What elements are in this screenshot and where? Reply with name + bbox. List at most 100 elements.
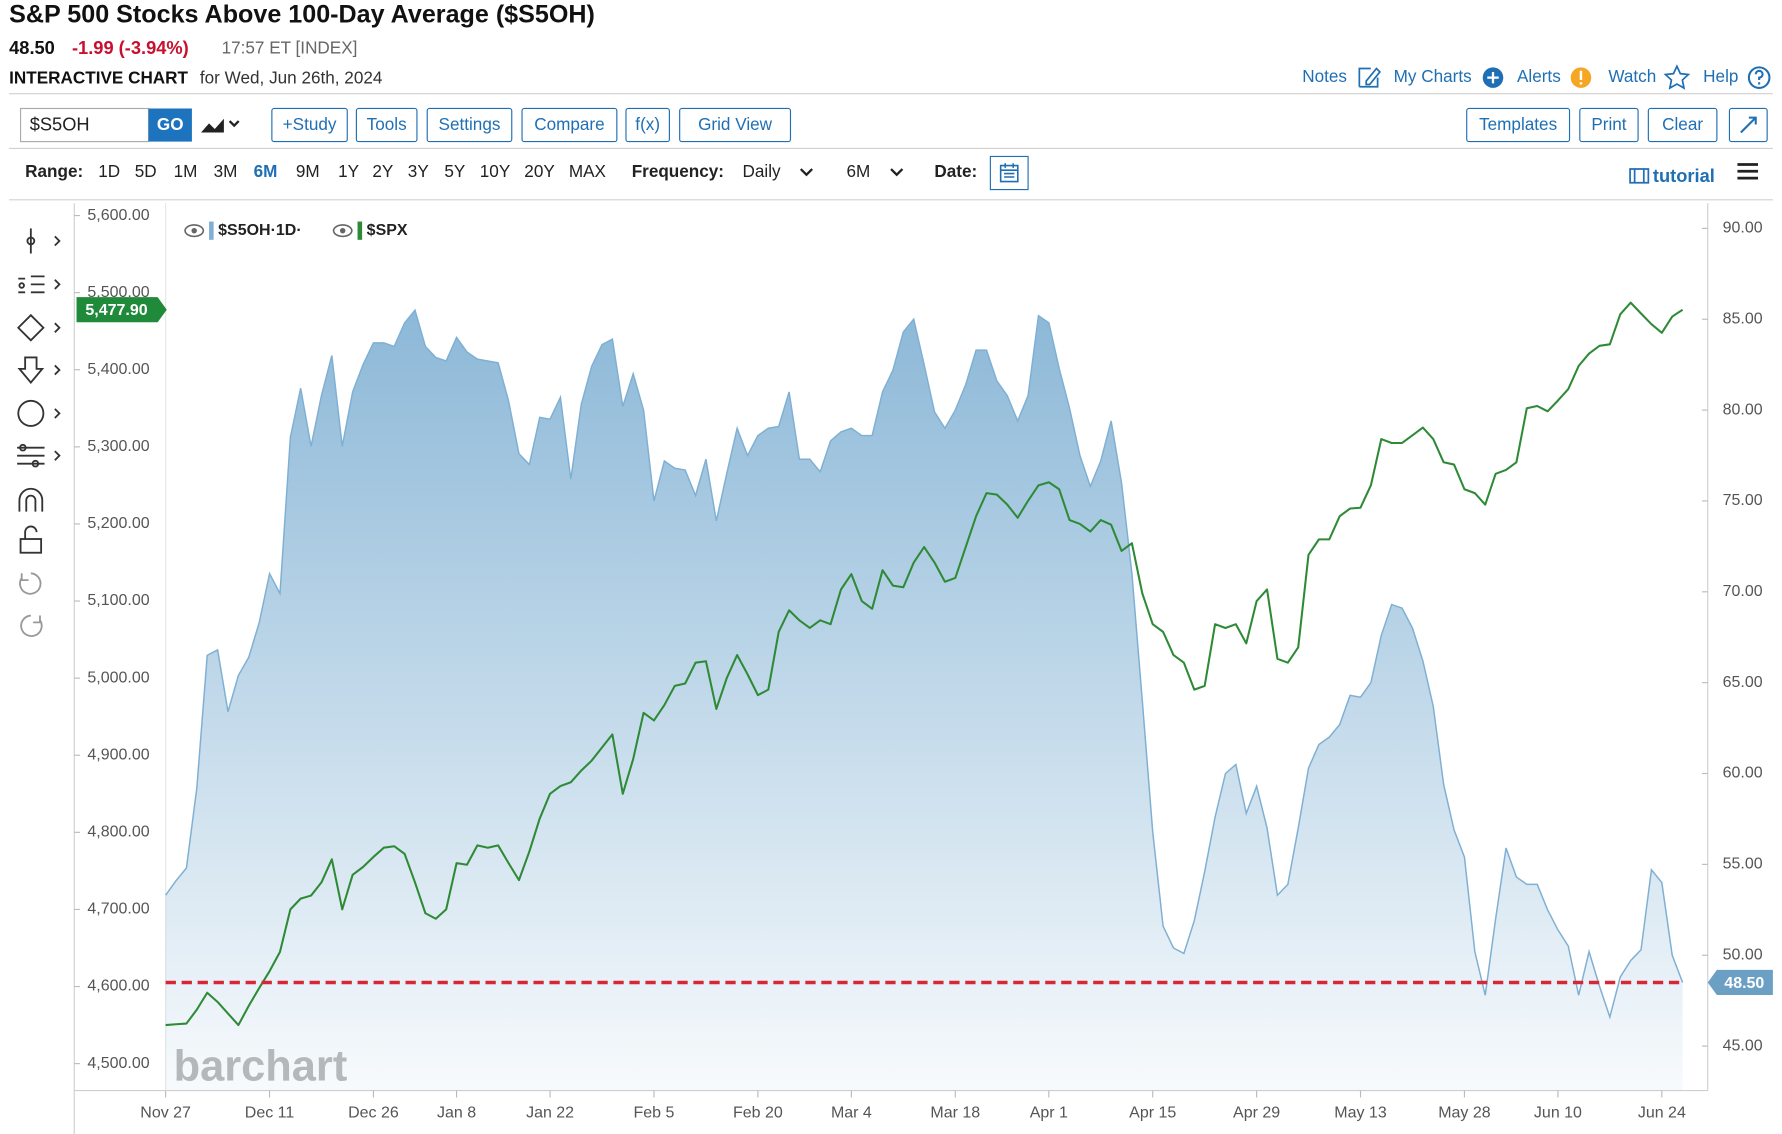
toolbar-button[interactable] xyxy=(1466,107,1571,143)
range-option[interactable]: 1D xyxy=(98,161,120,181)
x-tick-label: May 28 xyxy=(1438,1105,1491,1122)
y-tick-label: 5,600.00 xyxy=(87,207,149,224)
menu-icon[interactable] xyxy=(1737,163,1759,180)
y-tick-label: 4,900.00 xyxy=(87,746,149,763)
y-tick-label: 4,600.00 xyxy=(87,978,149,995)
toolbar-button-label: Compare xyxy=(534,114,604,134)
y2-tick-label: 60.00 xyxy=(1723,765,1763,782)
drawing-tools[interactable] xyxy=(16,228,61,637)
chart-type-chevron xyxy=(228,120,240,128)
toolbar-button[interactable] xyxy=(271,107,348,143)
range-option[interactable]: 9M xyxy=(296,161,320,181)
range-option[interactable]: 5Y xyxy=(444,161,466,181)
toolbar-button[interactable] xyxy=(426,107,513,143)
y2-tick-label: 70.00 xyxy=(1723,583,1763,600)
range-option[interactable]: 6M xyxy=(254,161,278,181)
toolbar-button-label: Templates xyxy=(1479,114,1557,134)
toolbar-button[interactable] xyxy=(1647,107,1718,143)
y-tick-label: 5,000.00 xyxy=(87,669,149,686)
range-option[interactable]: 1Y xyxy=(338,161,360,181)
x-tick-label: May 13 xyxy=(1334,1105,1387,1122)
header-link[interactable]: Alerts xyxy=(1517,66,1561,86)
section-label: INTERACTIVE CHART xyxy=(9,67,188,87)
go-button[interactable] xyxy=(148,108,192,142)
header-link[interactable]: Watch xyxy=(1608,66,1656,86)
range-option[interactable]: 3Y xyxy=(408,161,430,181)
y-tick-label: 5,500.00 xyxy=(87,284,149,301)
legend-label: $S5OH·1D· xyxy=(218,222,302,239)
period-select[interactable]: 6M xyxy=(846,161,870,181)
y-tick-label: 5,200.00 xyxy=(87,515,149,532)
last-value-badge xyxy=(76,297,167,323)
y2-tick-label: 45.00 xyxy=(1723,1037,1763,1054)
toolbar-button[interactable] xyxy=(625,107,670,143)
y2-tick-label: 65.00 xyxy=(1723,674,1763,691)
x-tick-label: Apr 1 xyxy=(1030,1105,1068,1122)
legend-eye[interactable] xyxy=(184,224,205,238)
y2-tick-label: 55.00 xyxy=(1723,856,1763,873)
x-tick-label: Apr 29 xyxy=(1233,1105,1280,1122)
legend-label: $SPX xyxy=(367,222,408,239)
toolbar-button-label: Tools xyxy=(367,114,407,134)
go-label: GO xyxy=(157,114,184,134)
range-label: Range: xyxy=(25,161,83,181)
help-icon-mark xyxy=(1754,69,1764,85)
watch-icon xyxy=(1663,64,1691,90)
header-link[interactable]: Help xyxy=(1703,66,1738,86)
x-tick-label: Feb 20 xyxy=(733,1105,783,1122)
range-option[interactable]: 20Y xyxy=(524,161,555,181)
y-tick-label: 4,800.00 xyxy=(87,824,149,841)
range-option[interactable]: 10Y xyxy=(480,161,511,181)
y-tick-label: 5,300.00 xyxy=(87,438,149,455)
add-icon-plus xyxy=(1487,71,1499,84)
legend-eye[interactable] xyxy=(332,224,353,238)
toolbar-button-label: Grid View xyxy=(698,114,773,134)
frequency-label: Frequency: xyxy=(632,161,724,181)
range-option[interactable]: 3M xyxy=(214,161,238,181)
range-option[interactable]: 2Y xyxy=(372,161,394,181)
chevron xyxy=(799,168,813,177)
symbol-value: $S5OH xyxy=(30,113,90,134)
chart-type-icon[interactable] xyxy=(201,118,224,133)
last-value-label: 5,477.90 xyxy=(85,302,147,319)
x-tick-label: Jun 24 xyxy=(1638,1105,1686,1122)
range-option[interactable]: MAX xyxy=(569,161,607,181)
header-link[interactable]: My Charts xyxy=(1394,66,1472,86)
y2-tick-label: 50.00 xyxy=(1723,946,1763,963)
symbol-input[interactable] xyxy=(19,107,150,143)
range-option[interactable]: 1M xyxy=(174,161,198,181)
x-tick-label: Nov 27 xyxy=(140,1105,191,1122)
x-tick-label: Feb 5 xyxy=(634,1105,675,1122)
legend-swatch xyxy=(357,221,363,240)
toolbar-button[interactable] xyxy=(355,107,418,143)
date-label: Date: xyxy=(934,161,977,181)
x-tick-label: Jan 22 xyxy=(526,1105,574,1122)
y-tick-label: 5,100.00 xyxy=(87,592,149,609)
toolbar-button[interactable] xyxy=(1579,107,1639,143)
last-value-label: 48.50 xyxy=(1724,975,1764,992)
area-fill xyxy=(165,310,1683,1091)
y-tick-label: 4,700.00 xyxy=(87,901,149,918)
range-option[interactable]: 5D xyxy=(135,161,157,181)
y2-tick-label: 75.00 xyxy=(1723,492,1763,509)
frequency-select[interactable]: Daily xyxy=(743,161,782,181)
toolbar-button-label: Print xyxy=(1591,114,1626,134)
chevron xyxy=(890,168,904,177)
toolbar-button[interactable] xyxy=(679,107,792,143)
legend-eye-pupil xyxy=(191,227,197,234)
help-icon xyxy=(1747,66,1771,89)
legend-eye-pupil xyxy=(339,227,346,234)
calendar-icon xyxy=(999,163,1019,183)
x-tick-label: Mar 18 xyxy=(930,1105,980,1122)
toolbar-button[interactable] xyxy=(521,107,618,143)
notes-icon xyxy=(1358,67,1382,88)
x-tick-label: Dec 11 xyxy=(245,1105,295,1122)
chart-date: for Wed, Jun 26th, 2024 xyxy=(200,67,383,87)
quote-time: 17:57 ET [INDEX] xyxy=(222,38,358,58)
header-link[interactable]: Notes xyxy=(1302,66,1347,86)
price-change: -1.99 (-3.94%) xyxy=(72,37,189,58)
tutorial-link[interactable]: tutorial xyxy=(1653,165,1715,186)
y-tick-label: 4,500.00 xyxy=(87,1055,149,1072)
